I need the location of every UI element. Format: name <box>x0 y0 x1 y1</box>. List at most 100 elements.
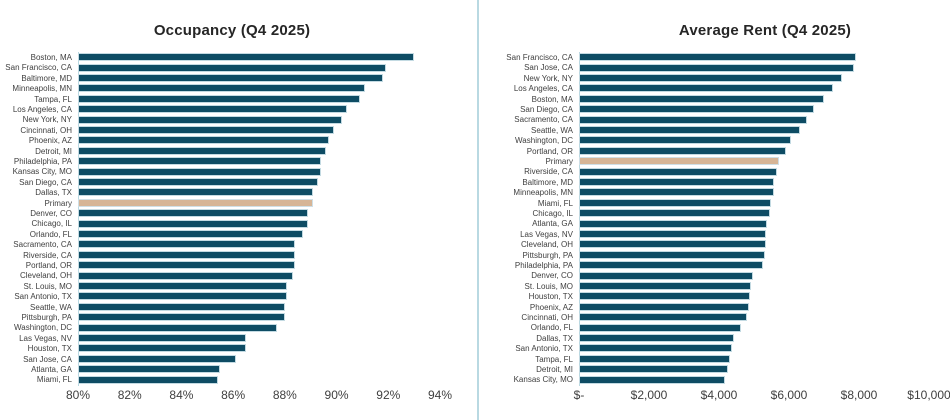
category-label: St. Louis, MO <box>23 281 72 291</box>
bar <box>78 105 347 114</box>
category-label: Baltimore, MD <box>522 177 573 187</box>
bar <box>579 354 731 363</box>
bar <box>579 136 791 145</box>
bar-row: Minneapolis, MN <box>477 187 950 197</box>
bar <box>579 105 814 114</box>
category-label: Sacramento, CA <box>13 240 72 250</box>
category-label: San Diego, CA <box>520 105 573 114</box>
bar-row: Los Angeles, CA <box>0 104 477 114</box>
bar <box>579 271 753 280</box>
category-label: Houston, TX <box>27 344 72 354</box>
bar <box>579 125 800 134</box>
bar <box>579 219 767 228</box>
x-axis-average-rent: $- $2,000 $4,000 $6,000 $8,000 $10,000 <box>477 388 950 404</box>
bar <box>579 250 765 259</box>
bar <box>78 73 384 82</box>
bar <box>78 84 365 93</box>
chart-panel-occupancy: Occupancy (Q4 2025) Boston, MA San Franci… <box>0 22 477 404</box>
bar-row: Portland, OR <box>0 260 477 270</box>
bar <box>579 94 824 103</box>
bar-row: Tampa, FL <box>477 354 950 364</box>
axis-tick-label: 88% <box>272 388 297 402</box>
bar-row: Primary <box>477 156 950 166</box>
bar <box>579 261 764 270</box>
category-label: Washington, DC <box>515 136 573 146</box>
bar <box>78 261 296 270</box>
bar-row: Baltimore, MD <box>477 177 950 187</box>
bar-row: Seattle, WA <box>0 302 477 312</box>
category-label: Seattle, WA <box>30 302 72 312</box>
bar-row: Orlando, FL <box>0 229 477 239</box>
bar <box>78 177 319 186</box>
category-label: San Francisco, CA <box>5 63 72 73</box>
highlighted-bar <box>579 157 779 166</box>
category-label: San Jose, CA <box>524 63 573 73</box>
bar-row: Las Vegas, NV <box>477 229 950 239</box>
bar-row: Chicago, IL <box>0 218 477 228</box>
axis-tick-label: 86% <box>221 388 246 402</box>
category-label: Dallas, TX <box>35 188 72 198</box>
bar <box>579 146 786 155</box>
axis-tick-label: 90% <box>324 388 349 402</box>
category-label: Riverside, CA <box>23 250 72 260</box>
bar-row: New York, NY <box>0 114 477 124</box>
category-label: Chicago, IL <box>31 219 72 229</box>
category-label: Orlando, FL <box>530 323 573 333</box>
bar-row: St. Louis, MO <box>477 281 950 291</box>
category-label: Las Vegas, NV <box>520 229 573 239</box>
bar-row: Miami, FL <box>0 374 477 384</box>
bar <box>579 302 749 311</box>
bar-row: Orlando, FL <box>477 322 950 332</box>
bar-row: Detroit, MI <box>0 146 477 156</box>
bar-row: Boston, MA <box>0 52 477 62</box>
bar-row: San Diego, CA <box>0 177 477 187</box>
x-axis-occupancy: 80% 82% 84% 86% 88% 90% 92% 94% <box>0 388 477 404</box>
category-label: Baltimore, MD <box>21 73 72 83</box>
category-label: Minneapolis, MN <box>12 84 72 94</box>
bar-row: Cincinnati, OH <box>0 125 477 135</box>
bar-row: Phoenix, AZ <box>0 135 477 145</box>
bar <box>78 313 285 322</box>
bar-row: Atlanta, GA <box>0 364 477 374</box>
category-label: Philadelphia, PA <box>514 261 573 270</box>
category-label: Portland, OR <box>526 146 573 156</box>
category-label: Phoenix, AZ <box>529 302 573 312</box>
bar <box>579 167 777 176</box>
bar-row: Washington, DC <box>0 322 477 332</box>
bar <box>78 209 309 218</box>
bar-row: Pittsburgh, PA <box>477 250 950 260</box>
chart-title-average-rent: Average Rent (Q4 2025) <box>678 22 852 39</box>
category-label: Kansas City, MO <box>513 375 573 385</box>
bar-row: Houston, TX <box>0 343 477 353</box>
panel-divider-line <box>477 0 479 420</box>
bar-row: Primary <box>0 198 477 208</box>
bar <box>78 53 415 62</box>
bar-row: Minneapolis, MN <box>0 83 477 93</box>
bar-row: Kansas City, MO <box>0 166 477 176</box>
value-axis-baseline <box>78 52 79 386</box>
bar <box>579 73 842 82</box>
bar-row: Cleveland, OH <box>0 270 477 280</box>
bar <box>78 63 386 72</box>
bar <box>579 63 854 72</box>
category-label: Kansas City, MO <box>12 167 72 177</box>
bar <box>78 250 296 259</box>
bar <box>579 375 726 384</box>
bar <box>78 125 334 134</box>
bar-row: Riverside, CA <box>0 250 477 260</box>
category-label: Orlando, FL <box>29 229 72 239</box>
bar <box>78 333 247 342</box>
bar-row: Sacramento, CA <box>0 239 477 249</box>
category-label: Boston, MA <box>30 53 72 62</box>
bar <box>579 240 766 249</box>
axis-tick-label: 92% <box>376 388 401 402</box>
bar <box>78 281 288 290</box>
bar <box>579 281 752 290</box>
category-label: Primary <box>545 157 573 166</box>
bar-row: Atlanta, GA <box>477 218 950 228</box>
category-label: Tampa, FL <box>535 354 573 364</box>
category-label: Portland, OR <box>25 261 72 270</box>
bar-row: Sacramento, CA <box>477 114 950 124</box>
bar-row: Baltimore, MD <box>0 73 477 83</box>
category-label: San Antonio, TX <box>14 292 72 302</box>
